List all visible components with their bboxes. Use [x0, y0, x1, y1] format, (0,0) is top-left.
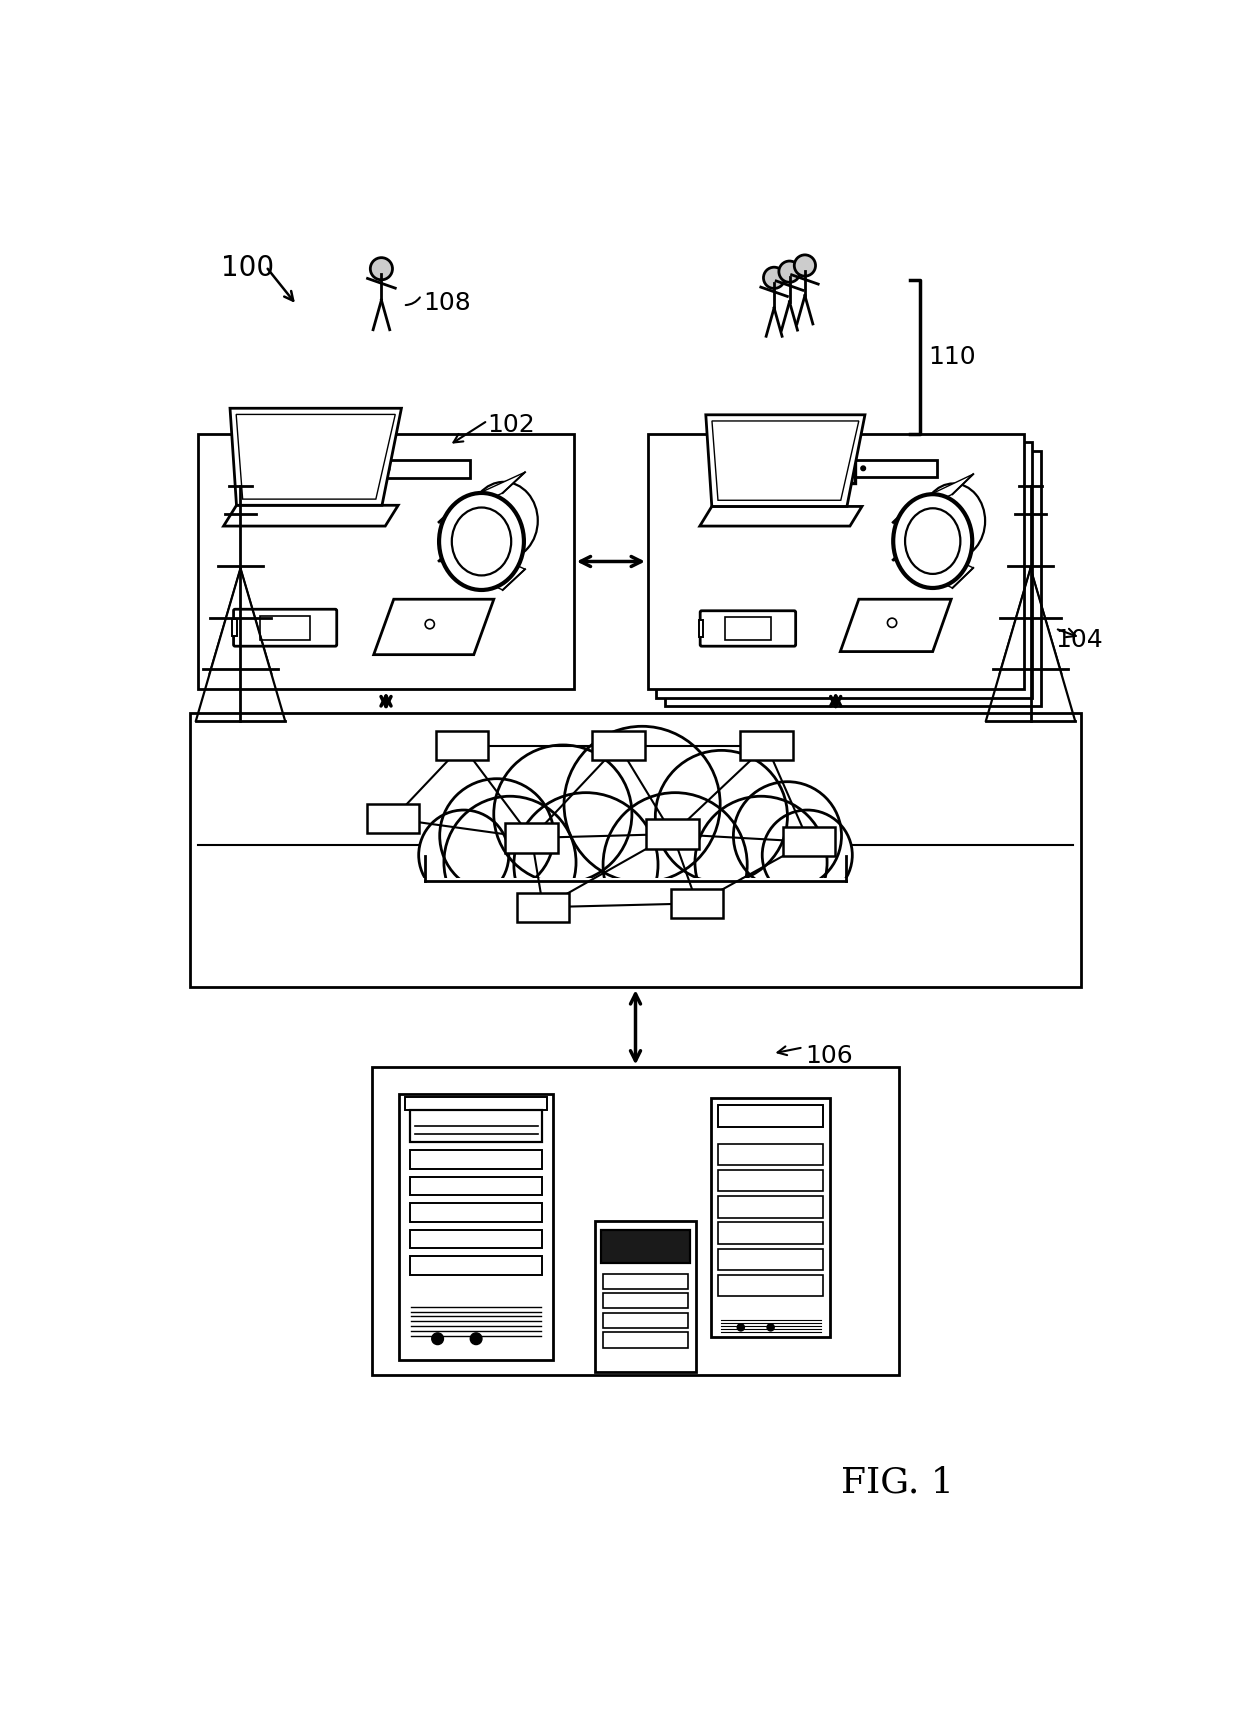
Bar — [506, 823, 558, 852]
Bar — [410, 1231, 542, 1248]
Polygon shape — [699, 506, 862, 527]
Bar — [740, 731, 792, 761]
Bar — [646, 819, 698, 848]
Polygon shape — [841, 599, 951, 652]
Bar — [410, 1150, 542, 1169]
Bar — [329, 454, 379, 484]
Bar — [711, 1098, 831, 1337]
Bar — [399, 1095, 553, 1360]
Ellipse shape — [893, 494, 972, 589]
Bar — [372, 1067, 899, 1375]
Circle shape — [861, 466, 866, 470]
Bar — [260, 616, 310, 640]
Ellipse shape — [921, 484, 985, 559]
Polygon shape — [893, 540, 973, 589]
Bar — [410, 1203, 542, 1222]
Bar — [604, 1313, 687, 1329]
Circle shape — [371, 258, 393, 281]
Circle shape — [470, 1332, 482, 1344]
Bar — [665, 451, 1040, 706]
Bar — [436, 731, 489, 761]
Bar — [725, 618, 771, 640]
Circle shape — [440, 778, 554, 893]
Text: 100: 100 — [221, 255, 274, 282]
Bar — [367, 804, 419, 833]
Bar — [410, 1256, 542, 1275]
Bar — [718, 1143, 823, 1165]
Polygon shape — [373, 599, 494, 654]
Polygon shape — [893, 473, 973, 523]
Ellipse shape — [439, 492, 525, 590]
Circle shape — [764, 267, 785, 289]
Bar — [718, 1105, 823, 1127]
Polygon shape — [439, 472, 525, 521]
FancyBboxPatch shape — [701, 611, 796, 645]
Polygon shape — [706, 415, 866, 506]
Text: 110: 110 — [928, 344, 976, 368]
Polygon shape — [229, 408, 402, 506]
Circle shape — [733, 781, 842, 890]
Polygon shape — [223, 506, 398, 527]
Bar — [729, 460, 936, 477]
Polygon shape — [439, 540, 525, 590]
Text: FIG. 1: FIG. 1 — [841, 1466, 954, 1499]
Bar — [718, 1248, 823, 1270]
Bar — [604, 1274, 687, 1289]
Circle shape — [779, 262, 800, 282]
Circle shape — [513, 793, 658, 936]
Circle shape — [319, 466, 324, 472]
Bar — [718, 1196, 823, 1217]
Circle shape — [603, 793, 748, 936]
Circle shape — [795, 255, 816, 275]
Bar — [595, 1222, 696, 1372]
Bar — [191, 712, 1080, 988]
Circle shape — [432, 1332, 444, 1344]
Bar — [405, 1096, 547, 1110]
Circle shape — [655, 750, 787, 883]
Bar — [604, 1294, 687, 1308]
Text: 106: 106 — [805, 1045, 853, 1069]
Circle shape — [763, 811, 852, 900]
Bar — [601, 1231, 689, 1263]
Circle shape — [737, 1323, 745, 1332]
Text: 104: 104 — [1055, 628, 1102, 652]
Bar — [410, 1177, 542, 1196]
Circle shape — [386, 466, 389, 472]
Circle shape — [564, 726, 720, 883]
Bar — [604, 1332, 687, 1348]
Bar — [671, 888, 723, 917]
Bar — [410, 878, 861, 965]
Bar — [410, 1110, 542, 1143]
Circle shape — [694, 797, 827, 928]
Bar — [810, 454, 856, 484]
Bar — [718, 1222, 823, 1244]
Bar — [656, 442, 1032, 697]
Circle shape — [419, 811, 508, 900]
Circle shape — [444, 797, 577, 928]
Circle shape — [494, 745, 632, 883]
Bar — [718, 1275, 823, 1296]
Circle shape — [766, 1323, 775, 1332]
Bar — [782, 828, 835, 857]
Bar — [647, 434, 1023, 690]
Text: 108: 108 — [424, 291, 471, 315]
FancyBboxPatch shape — [233, 609, 337, 645]
Bar — [718, 1170, 823, 1191]
Ellipse shape — [470, 482, 538, 559]
Circle shape — [800, 466, 805, 470]
Bar — [198, 434, 574, 690]
Text: 102: 102 — [487, 413, 536, 437]
Bar — [698, 620, 703, 637]
Bar — [593, 731, 645, 761]
Bar — [239, 460, 470, 478]
Bar — [232, 620, 237, 637]
Bar — [517, 893, 569, 922]
